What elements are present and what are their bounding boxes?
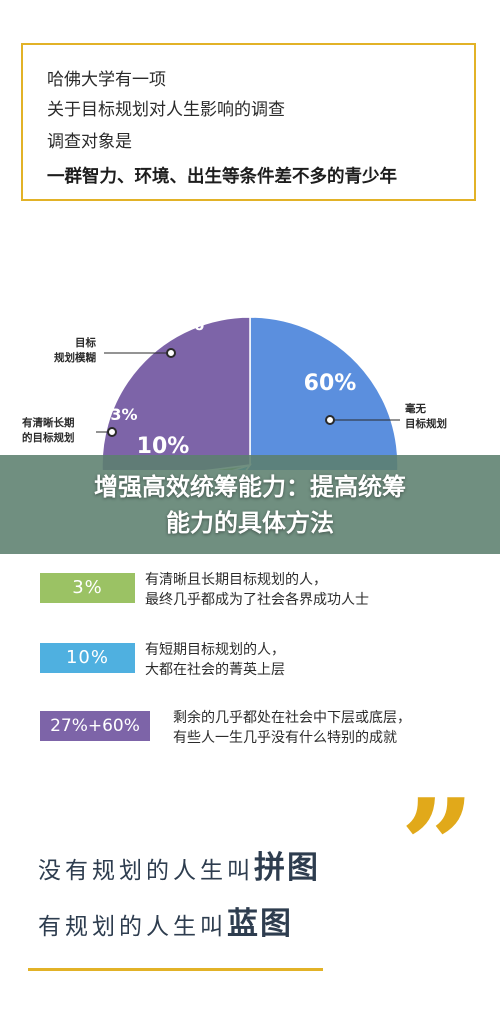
legend-desc-line: 剩余的几乎都处在社会中下层或底层， (173, 710, 411, 726)
legend-desc-line: 大都在社会的菁英上层 (145, 662, 285, 678)
callout-goal-line-1: 目标 (75, 337, 96, 349)
intro-box: 哈佛大学有一项 关于目标规划对人生影响的调查 调查对象是 一群智力、环境、出生等… (21, 43, 476, 201)
slogan-line-1-prefix: 没有规划的人生叫 (38, 858, 254, 884)
legend-description: 有清晰且长期目标规划的人， 最终几乎都成为了社会各界成功人士 (145, 570, 369, 610)
legend-description: 剩余的几乎都处在社会中下层或底层， 有些人一生几乎没有什么特别的成就 (173, 708, 411, 748)
intro-line-2: 关于目标规划对人生影响的调查 (47, 100, 285, 120)
intro-line-4: 一群智力、环境、出生等条件差不多的青少年 (47, 167, 397, 187)
title-banner: 增强高效统筹能力：提高统筹 能力的具体方法 (0, 455, 500, 554)
legend-row-87pct: 27%+60% 剩余的几乎都处在社会中下层或底层， 有些人一生几乎没有什么特别的… (40, 708, 480, 752)
legend-row-3pct: 3% 有清晰且长期目标规划的人， 最终几乎都成为了社会各界成功人士 (40, 570, 480, 614)
slogan-line-1: 没有规划的人生叫拼图 (38, 842, 320, 887)
pie-slice (245, 316, 399, 470)
callout-dot (166, 348, 176, 358)
legend-desc-line: 有短期目标规划的人， (145, 642, 285, 658)
quote-mark-icon: ” (400, 770, 475, 923)
pie-slice-label: 27% (152, 311, 205, 336)
banner-title-line-1: 增强高效统筹能力：提高统筹 (94, 473, 406, 501)
legend-chip: 3% (40, 573, 135, 603)
intro-line-1: 哈佛大学有一项 (47, 70, 166, 90)
slogan-line-1-word: 拼图 (254, 850, 320, 886)
pie-slice-label: 10% (137, 434, 190, 459)
legend-chip: 27%+60% (40, 711, 150, 741)
callout-dot (107, 427, 117, 437)
pie-slice-label: 3% (110, 405, 137, 424)
slogan-line-2-prefix: 有规划的人生叫 (38, 914, 227, 940)
callout-clear-line-1: 有清晰长期 (22, 417, 75, 429)
slogan-line-2: 有规划的人生叫蓝图 (38, 898, 293, 943)
callout-none-line-1: 毫无 (405, 403, 426, 415)
callout-clear-line-2: 的目标规划 (22, 432, 75, 444)
intro-line-3: 调查对象是 (47, 132, 132, 152)
slogan-line-2-word: 蓝图 (227, 906, 293, 942)
callout-clear-long-term: 有清晰长期 的目标规划 (22, 416, 75, 446)
legend-row-10pct: 10% 有短期目标规划的人， 大都在社会的菁英上层 (40, 640, 480, 684)
legend-desc-line: 有清晰且长期目标规划的人， (145, 572, 327, 588)
legend-desc-line: 最终几乎都成为了社会各界成功人士 (145, 592, 369, 608)
banner-title-line-2: 能力的具体方法 (166, 509, 334, 537)
callout-goal-vague: 目标 规划模糊 (54, 336, 96, 366)
callout-no-goal: 毫无 目标规划 (405, 402, 447, 432)
legend-chip: 10% (40, 643, 135, 673)
callout-goal-line-2: 规划模糊 (54, 352, 96, 364)
legend-desc-line: 有些人一生几乎没有什么特别的成就 (173, 730, 397, 746)
pie-slice-label: 60% (304, 371, 357, 396)
callout-none-line-2: 目标规划 (405, 418, 447, 430)
banner-title: 增强高效统筹能力：提高统筹 能力的具体方法 (0, 469, 500, 541)
callout-dot (325, 415, 335, 425)
legend-description: 有短期目标规划的人， 大都在社会的菁英上层 (145, 640, 285, 680)
bottom-divider (28, 968, 323, 971)
